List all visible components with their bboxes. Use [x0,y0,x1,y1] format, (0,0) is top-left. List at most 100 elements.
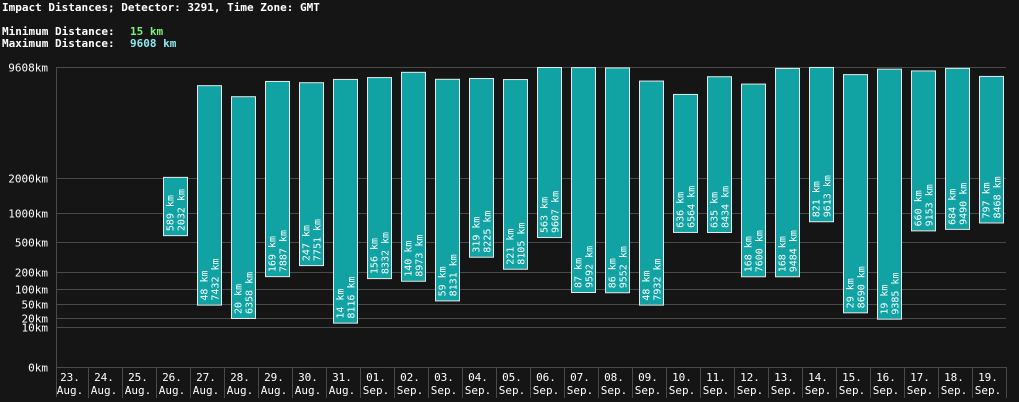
bar-max-label: 8973 km [415,235,426,277]
bar-min-label: 87 km [574,258,585,288]
y-tick-label: 200km [15,267,48,280]
y-tick-label: 100km [15,284,48,297]
bar-min-label: 140 km [404,241,415,277]
bar [673,93,698,233]
bar-min-label: 169 km [268,236,279,272]
maximum-distance-row: Maximum Distance: 9608 km [2,37,176,50]
bar [197,85,222,306]
x-tick-month: Sep. [499,384,526,397]
x-tick-day: 31. [332,371,352,384]
bar [605,67,630,294]
minimum-distance-row: Minimum Distance: 15 km [2,25,163,38]
x-tick-day: 23. [60,371,80,384]
bar-min-label: 635 km [710,192,721,228]
bar-max-label: 9385 km [891,273,902,315]
bar-max-label: 6564 km [687,186,698,228]
x-tick-month: Aug. [227,384,254,397]
x-tick-day: 10. [672,371,692,384]
bar-min-label: 589 km [166,195,177,231]
bar-max-label: 9490 km [959,183,970,225]
bar [979,75,1004,224]
x-tick-day: 25. [128,371,148,384]
x-tick-month: Aug. [261,384,288,397]
bar [809,66,834,223]
bar [639,80,664,306]
x-tick-month: Sep. [839,384,866,397]
x-tick-month: Aug. [125,384,152,397]
x-tick-day: 04. [468,371,488,384]
bar-max-label: 7932 km [653,258,664,300]
x-tick-month: Sep. [601,384,628,397]
bar [877,68,902,320]
x-tick-day: 12. [740,371,760,384]
y-tick-label: 10km [22,322,49,335]
bar [911,70,936,232]
x-tick-month: Sep. [363,384,390,397]
bar-min-label: 168 km [778,236,789,272]
bar-max-label: 9484 km [789,230,800,272]
x-tick-day: 13. [774,371,794,384]
x-tick-day: 08. [604,371,624,384]
x-tick-month: Sep. [907,384,934,397]
x-tick-month: Sep. [737,384,764,397]
bars-layer [163,66,1004,324]
bar-min-label: 821 km [812,181,823,217]
x-tick-month: Sep. [771,384,798,397]
x-tick-month: Sep. [703,384,730,397]
x-tick-month: Aug. [159,384,186,397]
x-tick-day: 26. [162,371,182,384]
bar-max-label: 9613 km [823,175,834,217]
x-tick-day: 09. [638,371,658,384]
bar-min-label: 48 km [642,271,653,301]
x-tick-day: 14. [808,371,828,384]
bar-max-label: 6358 km [245,272,256,314]
bar-min-label: 19 km [880,285,891,315]
bar-min-label: 59 km [438,266,449,296]
minimum-distance-label: Minimum Distance: [2,25,115,38]
maximum-distance-value: 9608 km [130,37,177,50]
bar [435,78,460,302]
bar-max-label: 8690 km [857,266,868,308]
x-tick-month: Aug. [329,384,356,397]
bar-min-label: 221 km [506,229,517,265]
x-tick-month: Sep. [465,384,492,397]
y-tick-label: 0km [28,362,48,375]
x-tick-month: Sep. [805,384,832,397]
chart-title: Impact Distances; Detector: 3291, Time Z… [2,1,320,14]
bar-min-label: 319 km [472,217,483,253]
x-tick-day: 02. [400,371,420,384]
bar [741,83,766,278]
x-tick-month: Sep. [635,384,662,397]
bar-max-label: 8116 km [347,276,358,318]
y-tick-label: 2000km [8,173,48,186]
bar-min-label: 247 km [302,225,313,261]
bar [537,67,562,239]
bar-min-label: 156 km [370,238,381,274]
x-tick-day: 07. [570,371,590,384]
x-tick-day: 29. [264,371,284,384]
y-tick-label: 50km [22,299,49,312]
y-tick-label: 20km [22,313,49,326]
bar-max-label: 2032 km [177,189,188,231]
bar-min-label: 86 km [608,258,619,288]
bar [503,79,528,270]
x-tick-day: 03. [434,371,454,384]
bar-max-label: 8131 km [449,254,460,296]
x-tick-day: 27. [196,371,216,384]
y-tick-labels: 9608km 2000km 1000km 500km 200km 100km 50km20k… [8,62,48,375]
x-tick-day: 24. [94,371,114,384]
x-tick-day: 05. [502,371,522,384]
bar-min-label: 636 km [676,192,687,228]
bar-max-label: 9153 km [925,184,936,226]
x-tick-month: Sep. [533,384,560,397]
x-tick-month: Sep. [431,384,458,397]
x-tick-day: 18. [944,371,964,384]
x-tick-month: Aug. [57,384,84,397]
bar-max-label: 9607 km [551,191,562,233]
x-tick-day: 16. [876,371,896,384]
x-tick-month: Sep. [873,384,900,397]
bar-max-label: 8332 km [381,232,392,274]
bar-min-label: 684 km [948,189,959,225]
x-tick-month: Sep. [941,384,968,397]
